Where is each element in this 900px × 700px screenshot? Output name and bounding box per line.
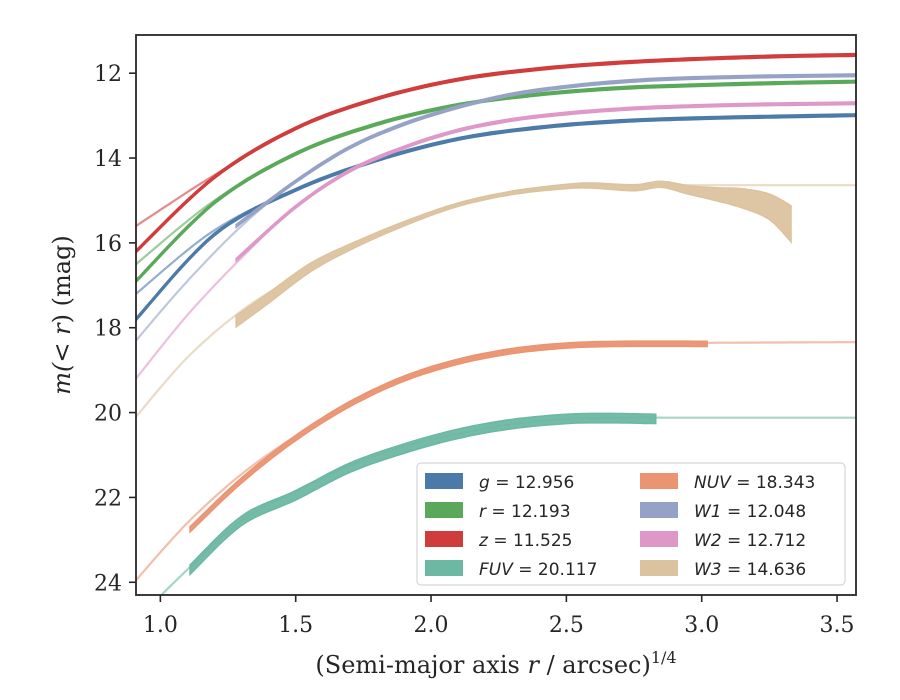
legend-label-w3: W3 = 14.636 bbox=[694, 560, 806, 580]
legend-label-w2: W2 = 12.712 bbox=[694, 531, 806, 551]
legend-label-z: z = 11.525 bbox=[478, 531, 572, 551]
series-fuv-band bbox=[189, 412, 657, 577]
legend-swatch-r bbox=[425, 502, 463, 518]
legend-label-fuv: FUV = 20.117 bbox=[479, 560, 597, 580]
series-w1-band bbox=[235, 73, 856, 229]
legend-swatch-nuv bbox=[640, 473, 678, 489]
legend-swatch-w3 bbox=[640, 560, 678, 576]
series-w2-band bbox=[235, 101, 856, 263]
series-z-band bbox=[136, 52, 856, 254]
x-tick-label: 3.0 bbox=[684, 613, 719, 638]
x-tick-label: 1.0 bbox=[143, 613, 178, 638]
x-tick-label: 2.5 bbox=[549, 613, 584, 638]
y-tick-label: 14 bbox=[94, 147, 122, 172]
legend-swatch-g bbox=[425, 473, 463, 489]
y-tick-label: 20 bbox=[94, 402, 122, 427]
y-tick-label: 22 bbox=[94, 486, 122, 511]
legend-swatch-z bbox=[425, 531, 463, 547]
legend-label-g: g = 12.956 bbox=[479, 473, 574, 493]
y-tick-label: 18 bbox=[94, 317, 122, 342]
axes-frame bbox=[135, 34, 857, 596]
legend: g = 12.956 r = 12.193 z = 11.525 FUV = 20.1… bbox=[416, 462, 846, 586]
legend-swatch-w1 bbox=[640, 502, 678, 518]
series-w3-band bbox=[235, 180, 792, 329]
y-axis-label: m(< r) (mag) bbox=[48, 235, 76, 395]
legend-swatch-w2 bbox=[640, 531, 678, 547]
legend-label-w1: W1 = 12.048 bbox=[694, 502, 806, 522]
x-tick-label: 3.5 bbox=[820, 613, 855, 638]
y-tick-label: 16 bbox=[94, 232, 122, 257]
series-layer bbox=[136, 52, 856, 595]
y-tick-label: 12 bbox=[94, 62, 122, 87]
legend-label-nuv: NUV = 18.343 bbox=[694, 473, 815, 493]
ticks-layer: 1.0 1.5 2.0 2.5 3.0 3.5 12 14 16 18 20 22 24 bbox=[94, 62, 855, 638]
x-tick-label: 1.5 bbox=[278, 613, 313, 638]
x-tick-label: 2.0 bbox=[414, 613, 449, 638]
legend-label-r: r = 12.193 bbox=[479, 502, 571, 522]
series-r-band bbox=[136, 79, 856, 284]
y-tick-label: 24 bbox=[94, 571, 122, 596]
legend-swatch-fuv bbox=[425, 560, 463, 576]
x-axis-label: (Semi-major axis r / arcsec)1/4 bbox=[315, 648, 676, 679]
legend-box bbox=[416, 462, 846, 586]
series-nuv-band bbox=[189, 340, 708, 534]
